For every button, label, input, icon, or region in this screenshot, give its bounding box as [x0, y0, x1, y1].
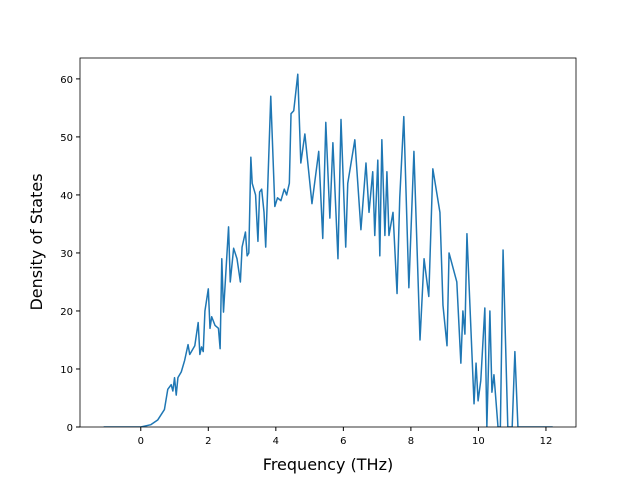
y-tick-label: 30: [60, 249, 73, 260]
plot-frame: [79, 57, 577, 428]
y-tick-label: 50: [60, 133, 73, 144]
y-tick-label: 40: [60, 191, 73, 202]
x-axis-label: Frequency (THz): [263, 455, 393, 474]
x-tick-label: 6: [340, 436, 346, 447]
line-series: [103, 73, 553, 427]
y-tick-label: 20: [60, 307, 73, 318]
x-tick-label: 8: [408, 436, 414, 447]
y-axis-label: Density of States: [27, 173, 46, 310]
y-tick-label: 10: [60, 365, 73, 376]
x-tick-label: 2: [205, 436, 211, 447]
y-tick-label: 0: [67, 423, 73, 434]
x-tick-label: 12: [540, 436, 553, 447]
x-tick-label: 4: [273, 436, 279, 447]
x-tick-label: 10: [472, 436, 485, 447]
y-tick-label: 60: [60, 75, 73, 86]
x-tick-label: 0: [138, 436, 144, 447]
